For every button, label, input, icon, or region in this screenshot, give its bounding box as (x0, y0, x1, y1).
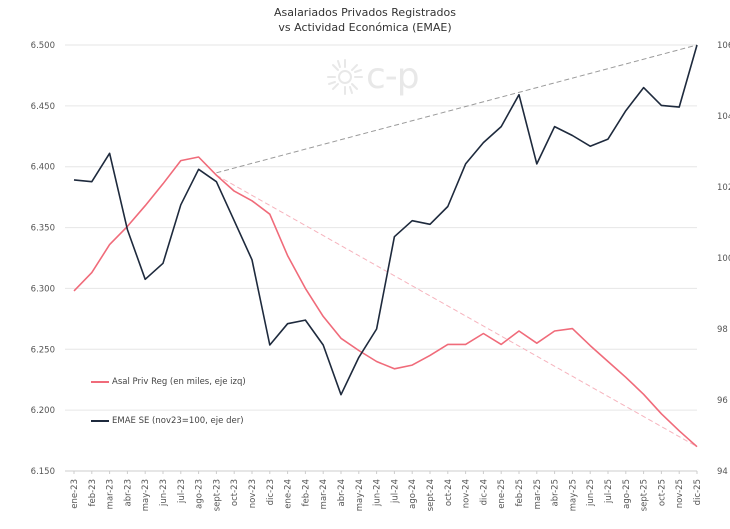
x-tick-label: ago-25 (622, 479, 632, 509)
y-right-tick-label: 102 (717, 183, 730, 193)
x-tick-label: mar-24 (319, 479, 329, 509)
y-left-tick-label: 6.300 (31, 284, 55, 294)
x-tick-label: ene-24 (284, 479, 294, 509)
x-tick-label: nov-23 (248, 479, 258, 508)
x-tick-label: feb-23 (88, 479, 98, 507)
x-tick-label: feb-24 (301, 479, 311, 507)
x-tick-label: may-23 (141, 479, 151, 511)
x-tick-label: feb-25 (515, 479, 525, 507)
x-tick-label: jul-23 (177, 479, 187, 504)
y-right-tick-label: 96 (717, 396, 728, 406)
y-left-tick-label: 6.200 (31, 406, 55, 416)
y-left-tick-label: 6.400 (31, 163, 55, 173)
trendline-emae (216, 44, 698, 174)
legend-label-emae: EMAE SE (nov23=100, eje der) (112, 416, 244, 426)
series-line-asal-priv-reg (73, 156, 698, 448)
x-tick-label: abr-23 (123, 479, 133, 506)
x-tick-label: jun-25 (586, 479, 596, 507)
y-right-tick-label: 104 (717, 112, 730, 122)
x-tick-label: sept-25 (640, 479, 650, 511)
y-left-tick-label: 6.250 (31, 345, 55, 355)
x-tick-label: dic-25 (693, 479, 703, 505)
legend-label-asal: Asal Priv Reg (en miles, eje izq) (112, 377, 246, 387)
chart-subtitle: vs Actividad Económica (EMAE) (278, 21, 452, 34)
x-tick-label: may-25 (568, 479, 578, 511)
x-tick-label: sept-24 (426, 479, 436, 511)
x-tick-label: mar-25 (533, 479, 543, 509)
x-tick-label: may-24 (355, 479, 365, 511)
legend-swatch-emae (91, 420, 109, 422)
x-tick-label: oct-24 (444, 479, 454, 506)
x-tick-label: jul-25 (604, 479, 614, 504)
x-tick-label: ago-24 (408, 479, 418, 509)
x-tick-label: dic-24 (479, 479, 489, 505)
y-left-tick-label: 6.450 (31, 102, 55, 112)
x-tick-label: mar-23 (106, 479, 116, 509)
legend-item-asal-priv-reg: Asal Priv Reg (en miles, eje izq) (91, 377, 246, 387)
x-tick-label: jun-24 (373, 479, 383, 507)
x-tick-label: abr-25 (551, 479, 561, 506)
x-tick-label: abr-24 (337, 479, 347, 506)
x-tick-label: ago-23 (195, 479, 205, 509)
y-left-tick-label: 6.150 (31, 467, 55, 477)
sun-icon (327, 58, 363, 95)
y-left-tick-label: 6.500 (31, 41, 55, 51)
x-tick-label: oct-23 (230, 479, 240, 506)
x-tick-label: dic-23 (266, 479, 276, 505)
x-tick-label: nov-25 (675, 479, 685, 508)
y-left-tick-label: 6.350 (31, 224, 55, 234)
legend-swatch-asal (91, 381, 109, 383)
x-tick-label: sept-23 (212, 479, 222, 511)
chart-title: Asalariados Privados Registrados (274, 6, 456, 19)
brand-logo: c-p (326, 56, 420, 97)
x-tick-label: jul-24 (390, 479, 400, 504)
y-right-tick-label: 106 (717, 41, 730, 51)
trendline-asal (216, 174, 698, 448)
brand-text: c-p (366, 56, 420, 97)
x-tick-label: ene-25 (497, 479, 507, 509)
x-tick-label: jun-23 (159, 479, 169, 507)
x-tick-label: nov-24 (462, 479, 472, 508)
x-tick-label: oct-25 (657, 479, 667, 506)
y-right-tick-label: 94 (717, 467, 728, 477)
y-right-tick-label: 100 (717, 254, 730, 264)
series-line-emae (73, 44, 698, 396)
y-right-tick-label: 98 (717, 325, 728, 335)
legend-item-emae: EMAE SE (nov23=100, eje der) (91, 416, 244, 426)
x-tick-label: ene-23 (70, 479, 80, 509)
